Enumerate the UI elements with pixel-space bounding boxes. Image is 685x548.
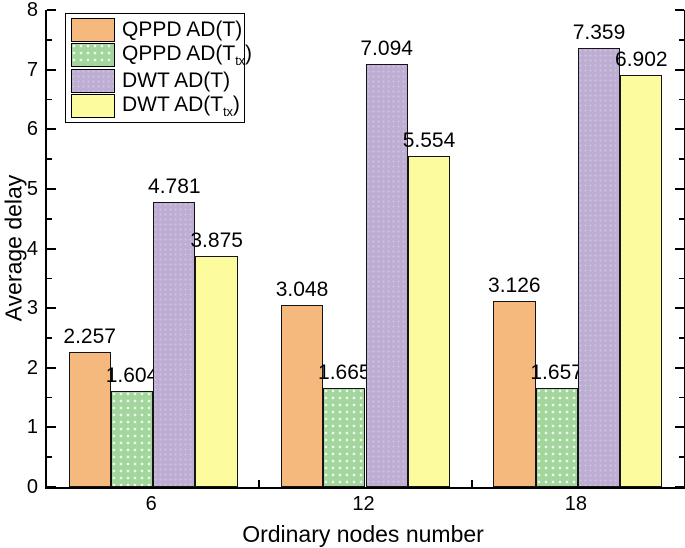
y-minor-tick: [679, 217, 684, 220]
bar-dwt-ad-t--cat-18: [577, 48, 621, 487]
y-tick-label: 3: [26, 297, 38, 320]
bar-dwt-ad-ttx--cat-6: [195, 255, 238, 487]
y-major-tick: [675, 68, 684, 71]
y-major-tick: [675, 128, 684, 131]
y-major-tick: [47, 307, 56, 310]
y-tick-label: 8: [26, 0, 38, 21]
y-tick-label: 6: [26, 118, 38, 141]
legend-label: QPPD AD(T): [122, 18, 243, 42]
y-minor-tick: [679, 98, 684, 101]
y-minor-tick: [47, 456, 52, 458]
legend: QPPD AD(T) QPPD AD(Ttx) DWT AD(T) DWT AD(Tt…: [65, 13, 252, 123]
y-tick-label: 5: [26, 177, 38, 200]
y-tick-label: 1: [26, 416, 38, 439]
y-major-tick: [675, 187, 684, 190]
y-tick-label: 0: [26, 476, 38, 498]
legend-swatch: [71, 43, 115, 68]
bar-value-label: 7.094: [360, 37, 413, 61]
bar-qppd-ad-t--cat-12: [280, 305, 324, 487]
y-minor-tick: [679, 39, 684, 41]
y-major-tick: [47, 426, 56, 429]
x-boundary-tick: [258, 480, 261, 487]
y-major-tick: [675, 366, 684, 369]
bar-dwt-ad-t--cat-12: [365, 64, 408, 487]
bar-qppd-ad-ttx--cat-18: [535, 388, 578, 487]
y-major-tick: [675, 426, 684, 429]
bar-dwt-ad-ttx--cat-12: [407, 155, 451, 487]
y-minor-tick: [47, 39, 52, 41]
legend-entry: QPPD AD(Ttx): [71, 43, 252, 68]
y-minor-tick: [679, 337, 684, 339]
bar-value-label: 2.257: [63, 325, 116, 349]
bar-qppd-ad-ttx--cat-6: [110, 391, 154, 487]
y-minor-tick: [679, 396, 684, 399]
bar-value-label: 7.359: [572, 21, 626, 45]
category-label: 6: [145, 493, 157, 515]
x-boundary-tick: [470, 480, 473, 487]
legend-label: DWT AD(Ttx): [122, 92, 240, 119]
y-major-tick: [47, 486, 56, 488]
legend-label: QPPD AD(Ttx): [122, 41, 252, 68]
category-label: 12: [352, 493, 375, 515]
category-label: 18: [564, 493, 587, 515]
bar-value-label: 1.665: [318, 360, 371, 384]
bar-dwt-ad-t--cat-6: [153, 201, 196, 487]
y-tick-label: 4: [26, 237, 38, 260]
y-major-tick: [47, 187, 56, 190]
y-major-tick: [675, 247, 684, 250]
legend-entry: DWT AD(T): [71, 68, 239, 93]
bar-qppd-ad-t--cat-18: [493, 300, 536, 487]
y-tick-label: 7: [26, 58, 38, 81]
bar-qppd-ad-t--cat-6: [68, 352, 111, 487]
legend-swatch: [71, 17, 115, 42]
y-major-tick: [47, 68, 56, 71]
bar-value-label: 1.604: [105, 364, 159, 388]
bar-value-label: 1.657: [530, 361, 583, 385]
y-major-tick: [47, 9, 56, 11]
y-major-tick: [675, 9, 684, 11]
y-minor-tick: [47, 277, 52, 280]
y-minor-tick: [47, 337, 52, 339]
bar-value-label: 3.048: [275, 278, 329, 302]
legend-swatch: [71, 68, 115, 93]
bar-value-label: 5.554: [402, 128, 456, 152]
y-major-tick: [47, 128, 56, 131]
bar-qppd-ad-ttx--cat-12: [323, 387, 366, 487]
legend-entry: DWT AD(Ttx): [71, 92, 240, 119]
y-tick-label: 2: [26, 356, 38, 379]
bar-dwt-ad-ttx--cat-18: [620, 75, 663, 487]
y-minor-tick: [47, 158, 52, 160]
y-major-tick: [675, 486, 684, 488]
y-minor-tick: [679, 277, 684, 280]
plot-area: 2.257 1.604 4.781 3.875 3.048 1.665 7.094 5.554…: [45, 9, 685, 489]
legend-entry: QPPD AD(T): [71, 17, 243, 42]
x-axis-title: Ordinary nodes number: [242, 521, 484, 547]
y-major-tick: [675, 307, 684, 310]
legend-swatch: [71, 94, 115, 119]
bar-value-label: 3.875: [190, 228, 243, 252]
y-minor-tick: [47, 217, 52, 220]
y-minor-tick: [679, 158, 684, 160]
y-minor-tick: [47, 396, 52, 399]
y-minor-tick: [47, 98, 52, 101]
y-major-tick: [47, 366, 56, 369]
y-major-tick: [47, 247, 56, 250]
bar-value-label: 6.902: [615, 48, 668, 72]
bar-value-label: 3.126: [488, 273, 541, 297]
bar-value-label: 4.781: [148, 174, 201, 198]
legend-label: DWT AD(T): [122, 69, 231, 93]
y-minor-tick: [679, 456, 684, 458]
